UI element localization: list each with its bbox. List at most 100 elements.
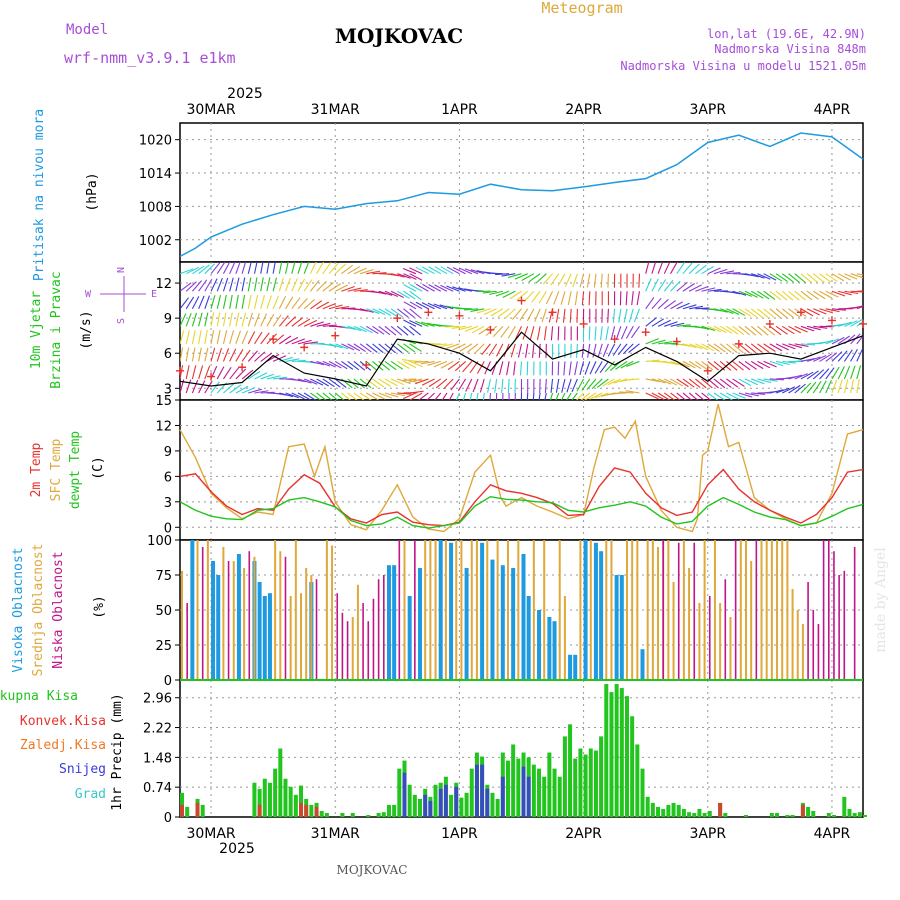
wind-barb xyxy=(409,343,422,352)
wind-barb xyxy=(504,308,516,319)
wind-barb xyxy=(433,343,448,346)
rain-total-bar xyxy=(459,797,464,817)
wind-barb xyxy=(843,365,851,380)
wind-barb xyxy=(322,324,337,327)
wind-barb xyxy=(210,381,220,394)
wind-barb xyxy=(452,343,466,351)
wind-barb xyxy=(427,302,441,310)
wind-barb xyxy=(465,378,473,392)
wind-barb xyxy=(489,290,504,296)
wind-barb xyxy=(272,334,285,345)
wind-barb xyxy=(701,287,716,292)
mid-cloud-bar xyxy=(429,540,432,680)
wind-barb xyxy=(353,378,365,389)
wind-barb xyxy=(422,283,435,292)
wind-barb xyxy=(751,378,765,385)
wind-barb xyxy=(534,308,541,322)
wind-barb xyxy=(713,343,726,353)
wind-barb xyxy=(478,325,491,335)
wind-barb xyxy=(341,285,355,292)
wind-barb xyxy=(180,365,184,380)
wind-barb xyxy=(359,392,372,400)
wind-barb xyxy=(782,360,797,364)
wind-barb xyxy=(788,343,803,349)
wind-barb xyxy=(409,360,423,368)
wind-barb xyxy=(837,273,851,281)
wind-barb xyxy=(216,295,222,309)
wind-barb xyxy=(838,321,852,327)
mid-cloud-bar xyxy=(765,540,768,680)
wind-barb xyxy=(291,278,298,292)
meteogram-title: Meteogram xyxy=(541,0,622,17)
y-tick-label: 6 xyxy=(164,470,172,485)
wind-barb xyxy=(825,290,839,298)
wind-barb xyxy=(328,360,342,369)
svg-text:E: E xyxy=(151,289,157,300)
wind-barb xyxy=(509,290,522,300)
wind-barb xyxy=(272,295,279,309)
gust-marker xyxy=(393,314,402,323)
mid-cloud-bar xyxy=(631,540,634,680)
wind-barb xyxy=(266,262,270,274)
wind-barb xyxy=(622,343,634,355)
wind-barb xyxy=(519,361,523,376)
wind-barb xyxy=(384,325,397,336)
wind-barb xyxy=(185,313,192,327)
wind-barb xyxy=(713,308,728,313)
wind-barb xyxy=(615,326,622,340)
wind-barb xyxy=(521,273,535,282)
rain-total-bar xyxy=(769,812,774,817)
snow-bar xyxy=(428,800,433,817)
day-label-top: 3APR xyxy=(689,102,726,118)
wind-barb xyxy=(502,290,516,298)
wind-barb xyxy=(266,375,281,380)
wind-barb xyxy=(850,273,863,279)
rain-total-bar xyxy=(656,806,661,817)
wind-barb xyxy=(476,308,491,314)
wind-barb xyxy=(600,273,603,288)
mid-cloud-bar xyxy=(667,540,670,680)
wind-barb xyxy=(464,308,479,311)
wind-barb xyxy=(198,312,203,327)
wind-barb xyxy=(812,273,825,283)
rain-total-bar xyxy=(257,788,262,817)
wind-barb xyxy=(334,360,348,370)
wind-barb xyxy=(273,376,288,380)
wind-barb xyxy=(594,326,597,341)
wind-barb xyxy=(476,392,479,400)
y-tick-label: 15 xyxy=(155,394,172,409)
panel-frame xyxy=(179,122,864,263)
wind-barb xyxy=(241,262,247,274)
wind-barb xyxy=(210,262,221,275)
wind-barb xyxy=(204,365,211,380)
mid-cloud-bar xyxy=(605,540,608,680)
wind-barb xyxy=(695,378,707,389)
wind-barb xyxy=(459,343,473,352)
dewpt-line xyxy=(179,495,864,529)
wind-barb xyxy=(593,273,597,288)
year-label-bottom: 2025 xyxy=(219,841,255,857)
high-cloud-bar xyxy=(257,582,262,680)
wind-barb xyxy=(291,317,304,327)
wind-barb xyxy=(322,302,336,310)
rain-total-bar xyxy=(252,782,257,817)
wind-barb xyxy=(567,291,572,306)
rain-convective-bar xyxy=(257,804,262,817)
rain-total-bar xyxy=(547,752,552,817)
wind-barb xyxy=(676,262,686,275)
wind-barb xyxy=(850,365,856,380)
wind-barb xyxy=(222,294,227,309)
wind-barb xyxy=(447,360,460,371)
wind-barb xyxy=(775,308,788,319)
wind-barb xyxy=(322,262,332,275)
high-cloud-bar xyxy=(521,554,526,680)
mid-cloud-bar xyxy=(610,540,613,680)
mid-cloud-bar xyxy=(274,540,277,680)
wind-barb xyxy=(531,290,541,303)
wind-barb xyxy=(409,283,423,292)
wind-barb xyxy=(316,301,330,310)
wind-barb xyxy=(500,325,510,338)
wind-barb xyxy=(241,277,246,292)
wind-barb xyxy=(589,361,597,375)
